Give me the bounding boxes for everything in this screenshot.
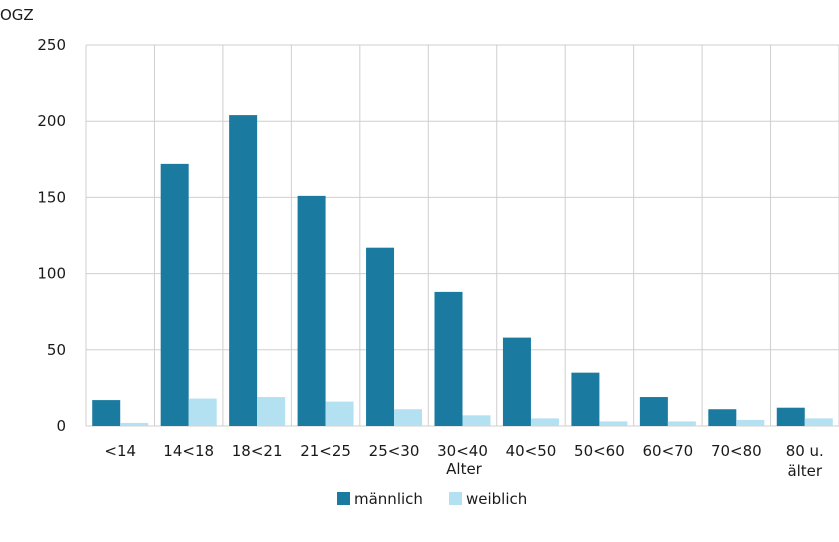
x-tick-label: 50<60 xyxy=(574,442,625,460)
y-tick-labels: 0 50 100 150 200 250 xyxy=(37,36,66,435)
bar-weiblich-8 xyxy=(668,421,696,426)
bar-männlich-4 xyxy=(366,248,394,426)
legend-label-männlich: männlich xyxy=(354,490,423,508)
legend-label-weiblich: weiblich xyxy=(466,490,527,508)
legend-swatch-weiblich xyxy=(449,492,462,505)
bar-männlich-8 xyxy=(640,397,668,426)
bar-weiblich-1 xyxy=(189,399,217,426)
x-tick-label: 14<18 xyxy=(163,442,214,460)
y-axis-title: OGZ xyxy=(0,6,34,24)
bar-männlich-6 xyxy=(503,338,531,426)
bar-weiblich-10 xyxy=(805,418,833,426)
x-tick-label: 40<50 xyxy=(506,442,557,460)
y-tick-label: 50 xyxy=(47,341,66,359)
bar-weiblich-9 xyxy=(736,420,764,426)
x-axis-title: Alter xyxy=(446,460,483,478)
bar-männlich-1 xyxy=(161,164,189,426)
y-tick-label: 0 xyxy=(56,417,66,435)
bar-männlich-0 xyxy=(92,400,120,426)
x-tick-label: 60<70 xyxy=(642,442,693,460)
x-tick-label: 80 u. älter xyxy=(786,442,824,480)
bar-männlich-9 xyxy=(708,409,736,426)
bar-weiblich-2 xyxy=(257,397,285,426)
bar-männlich-3 xyxy=(298,196,326,426)
legend: männlich weiblich xyxy=(337,490,527,508)
bar-weiblich-4 xyxy=(394,409,422,426)
x-tick-label: <14 xyxy=(104,442,136,460)
x-tick-label: 18<21 xyxy=(232,442,283,460)
legend-swatch-männlich xyxy=(337,492,350,505)
bar-männlich-2 xyxy=(229,115,257,426)
y-tick-label: 250 xyxy=(37,36,66,54)
y-tick-label: 200 xyxy=(37,112,66,130)
bar-männlich-10 xyxy=(777,408,805,426)
x-tick-label: 30<40 xyxy=(437,442,488,460)
x-tick-label: 70<80 xyxy=(711,442,762,460)
bar-weiblich-5 xyxy=(463,415,491,426)
x-tick-label: 21<25 xyxy=(300,442,351,460)
y-tick-label: 150 xyxy=(37,188,66,206)
bar-männlich-7 xyxy=(571,373,599,426)
y-tick-label: 100 xyxy=(37,265,66,283)
bar-weiblich-6 xyxy=(531,418,559,426)
x-tick-label: 25<30 xyxy=(369,442,420,460)
bar-weiblich-3 xyxy=(326,402,354,426)
bar-weiblich-0 xyxy=(120,423,148,426)
bar-männlich-5 xyxy=(435,292,463,426)
bar-weiblich-7 xyxy=(599,421,627,426)
bars xyxy=(92,115,833,426)
